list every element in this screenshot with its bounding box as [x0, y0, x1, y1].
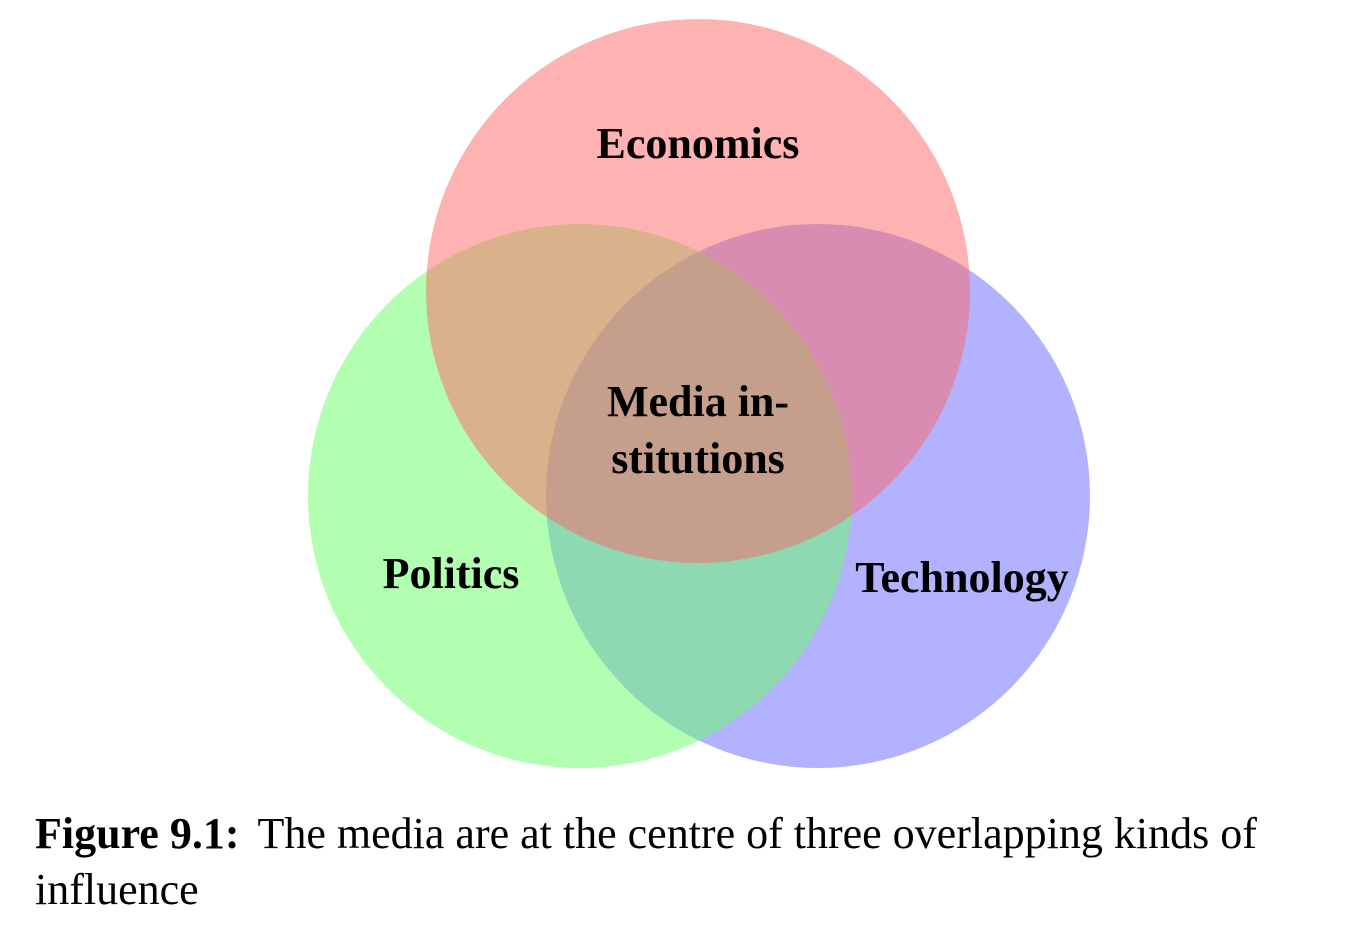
- caption-label: Figure 9.1:: [35, 809, 240, 858]
- economics-label: Economics: [597, 119, 800, 168]
- center-label-line-1: Media in-: [607, 377, 789, 426]
- caption-text: The media are at the centre of three ove…: [35, 809, 1257, 914]
- technology-label: Technology: [855, 553, 1069, 602]
- politics-label: Politics: [383, 549, 520, 598]
- figure-caption: Figure 9.1: The media are at the centre o…: [35, 806, 1365, 918]
- economics-circle: [426, 19, 970, 563]
- venn-diagram: Economics Politics Technology Media in- …: [308, 19, 1090, 768]
- center-label-line-2: stitutions: [611, 434, 785, 483]
